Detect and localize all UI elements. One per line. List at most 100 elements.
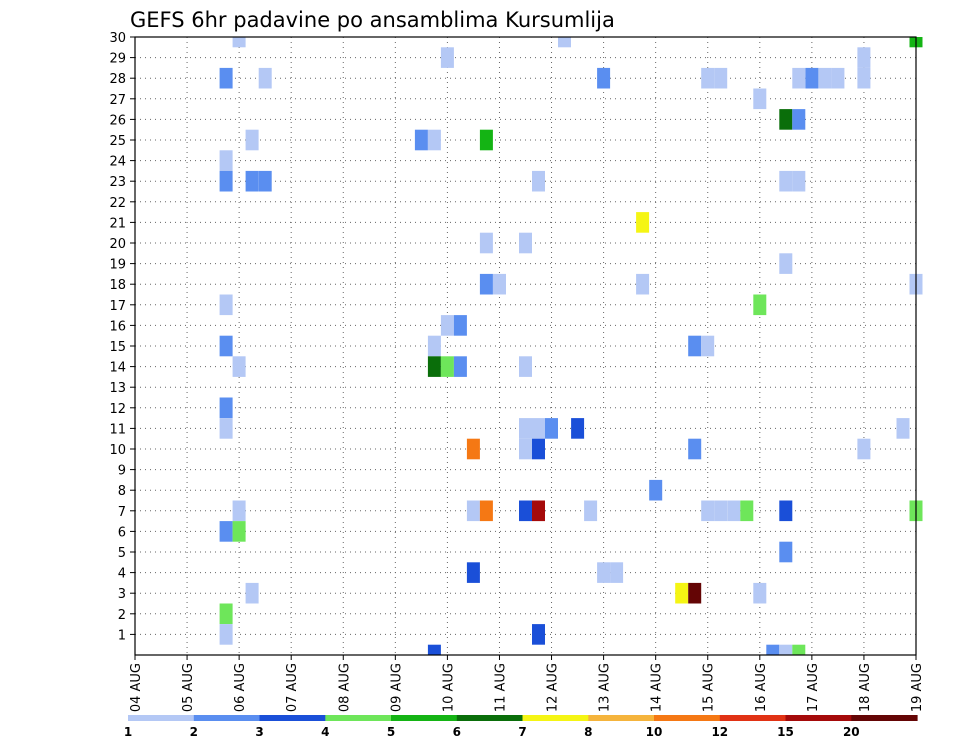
y-tick-label: 4 [118,567,126,582]
data-cell [688,582,702,604]
data-cell [701,335,715,357]
data-cell [779,253,793,274]
colorbar-label: 2 [190,725,198,739]
data-cell [532,500,545,522]
data-cell [636,273,650,295]
data-cell [688,438,702,460]
data-cells [219,37,923,655]
data-cell [258,67,272,89]
data-cell [779,644,793,655]
y-tick-label: 7 [118,505,126,520]
x-tick-label: 15 AUG [702,663,717,712]
colorbar-label: 12 [711,725,728,739]
x-tick-label: 13 AUG [598,663,613,712]
data-cell [427,644,441,655]
x-tick-label: 19 AUG [910,663,925,712]
data-cell [232,521,246,542]
data-cell [519,232,532,254]
data-cell [818,67,832,89]
data-cell [688,335,702,357]
y-tick-label: 10 [109,443,126,458]
data-cell [219,170,233,192]
colorbar-label: 20 [843,725,860,739]
data-cell [466,500,480,522]
data-cell [219,603,233,625]
data-cell [701,500,715,522]
colorbar-label: 7 [518,725,526,739]
data-cell [792,644,806,655]
colorbar-label: 15 [777,725,794,739]
x-axis: 04 AUG 05 AUG 06 AUG 07 AUG 08 AUG 09 AUG 10 A… [129,655,925,712]
data-cell [232,356,246,377]
chart-title: GEFS 6hr padavine po ansamblima Kursumli… [130,8,615,32]
y-tick-label: 21 [109,216,126,231]
data-cell [453,315,467,336]
y-tick-label: 17 [109,299,126,314]
y-tick-label: 12 [109,402,126,417]
x-tick-label: 06 AUG [233,663,248,712]
colorbar-swatch [325,715,392,721]
data-cell [649,479,663,501]
data-cell [440,47,454,68]
x-tick-label: 08 AUG [337,663,352,712]
colorbar-swatch [654,715,721,721]
data-cell [232,500,246,522]
data-cell [479,129,493,151]
y-tick-label: 13 [109,381,126,396]
data-cell [245,582,259,604]
y-tick-label: 25 [109,134,126,149]
data-cell [727,500,741,522]
y-tick-label: 28 [109,72,126,87]
data-cell [427,129,441,151]
y-tick-label: 14 [109,361,126,376]
data-cell [714,500,728,522]
data-cell [571,418,585,439]
data-cell [779,500,793,522]
data-cell [519,356,532,377]
data-cell [493,273,506,295]
colorbar-label: 1 [124,725,132,739]
data-cell [779,170,793,192]
y-tick-label: 11 [109,422,126,437]
y-tick-label: 30 [109,31,126,46]
y-tick-label: 15 [109,340,126,355]
x-tick-label: 11 AUG [493,663,508,712]
y-tick-label: 23 [109,175,126,190]
data-cell [532,170,545,192]
y-tick-label: 26 [109,113,126,128]
y-tick-label: 9 [118,464,126,479]
y-tick-label: 8 [118,484,126,499]
data-cell [896,418,910,439]
colorbar-label: 8 [584,725,592,739]
data-cell [479,273,493,295]
data-cell [519,418,532,439]
colorbar: 1 2 3 4 5 6 7 8 10 12 15 20 [124,715,918,739]
data-cell [610,562,624,583]
x-tick-label: 09 AUG [389,663,404,712]
data-cell [479,500,493,522]
data-cell [545,418,558,439]
data-cell [466,438,480,460]
y-tick-label: 24 [109,155,126,170]
data-cell [597,67,611,89]
colorbar-swatch [259,715,326,721]
data-cell [792,170,806,192]
data-cell [857,47,871,68]
data-cell [701,67,715,89]
data-cell [766,644,780,655]
data-cell [636,212,650,233]
data-cell [792,67,806,89]
x-tick-label: 07 AUG [285,663,300,712]
data-cell [779,541,793,563]
x-tick-label: 17 AUG [806,663,821,712]
data-cell [558,37,571,48]
y-tick-label: 2 [118,608,126,623]
data-cell [857,67,871,89]
data-cell [466,562,480,583]
data-cell [753,88,767,110]
data-cell [219,67,233,89]
data-cell [219,335,233,357]
data-cell [675,582,689,604]
data-cell [219,397,233,419]
data-cell [740,500,754,522]
